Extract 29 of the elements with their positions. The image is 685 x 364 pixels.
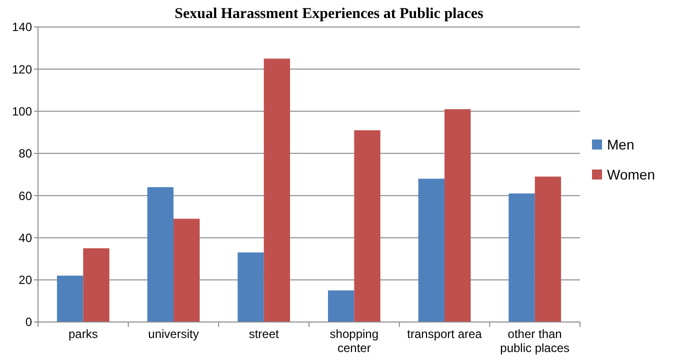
bar (508, 193, 535, 322)
x-tick-label: parks (68, 327, 98, 341)
y-tick-label: 100 (12, 104, 32, 118)
y-tick-label: 80 (18, 146, 32, 161)
bar (418, 178, 444, 322)
bar (264, 58, 290, 322)
bar (444, 109, 471, 322)
bar (174, 218, 200, 322)
x-tick-label: other than public places (500, 327, 570, 355)
legend-label: Men (607, 136, 634, 152)
bar (328, 290, 354, 322)
x-tick-label: shopping center (330, 327, 379, 355)
y-tick-label: 40 (18, 230, 32, 245)
bar (56, 276, 84, 322)
bar (83, 248, 110, 322)
y-tick-label: 0 (25, 315, 32, 330)
bar (534, 176, 562, 322)
x-tick-label: street (248, 327, 280, 341)
chart-title: Sexual Harassment Experiences at Public places (174, 6, 484, 22)
x-tick-label: transport area (407, 327, 482, 341)
y-tick-label: 60 (18, 188, 32, 203)
y-tick-label: 140 (12, 20, 32, 34)
y-tick-label: 120 (12, 62, 32, 76)
bar (147, 187, 174, 322)
x-tick-label: university (148, 327, 199, 341)
bar (238, 252, 264, 322)
y-tick-label: 20 (18, 273, 32, 288)
bar (354, 130, 380, 322)
legend-label: Women (607, 166, 655, 182)
